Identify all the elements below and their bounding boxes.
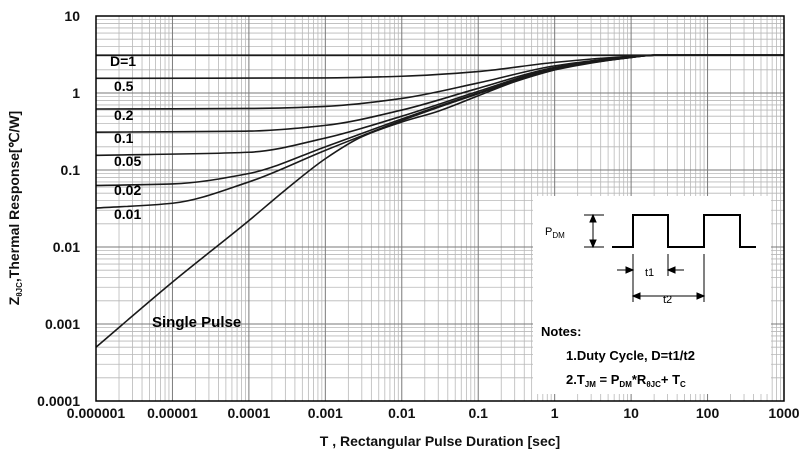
y-tick-label: 0.01 [53,239,80,255]
y-tick-label: 1 [72,85,80,101]
pdm-label: PDM [545,226,565,240]
minor-grid [96,16,784,401]
y-axis-label: ZθJC,Thermal Response[℃/W] [6,111,24,305]
x-tick-labels: 0.000001 0.00001 0.0001 0.001 0.01 0.1 1 10 100 1… [67,405,800,421]
x-tick-label: 0.01 [388,405,415,421]
x-tick-label: 0.00001 [147,405,198,421]
t1-indicator [617,254,706,302]
series-label-0.2: 0.2 [114,107,134,123]
pdm-indicator [584,213,604,249]
series-label-0.01: 0.01 [114,206,141,222]
y-tick-label: 0.001 [45,316,80,332]
t2-label: t2 [663,294,672,306]
series-group [95,54,784,348]
x-tick-label: 0.0001 [227,405,270,421]
y-tick-labels: 0.0001 0.001 0.01 0.1 1 10 [37,8,80,409]
series-label-d1: D=1 [110,53,136,69]
x-tick-label: 0.1 [468,405,488,421]
series-label-0.05: 0.05 [114,153,141,169]
series-label-0.5: 0.5 [114,78,134,94]
y-tick-label: 0.1 [61,162,81,178]
x-tick-label: 10 [623,405,639,421]
x-tick-label: 1 [551,405,559,421]
plot-border [95,15,785,402]
pulse-diagram [612,214,756,248]
x-tick-label: 0.000001 [67,405,126,421]
y-tick-label: 10 [64,8,80,24]
t1-label: t1 [645,267,654,279]
x-tick-label: 100 [696,405,720,421]
notes-title: Notes: [541,324,581,339]
note-1: 1.Duty Cycle, D=t1/t2 [566,348,695,363]
series-label-0.1: 0.1 [114,130,134,146]
series-label-single-pulse: Single Pulse [152,314,241,331]
series-label-0.02: 0.02 [114,182,141,198]
x-tick-label: 0.001 [308,405,343,421]
x-axis-label: T , Rectangular Pulse Duration [sec] [320,433,560,449]
series-line-single-pulse [95,54,784,348]
x-tick-label: 1000 [768,405,799,421]
note-2: 2.TJM = PDM*RθJC+ TC [566,372,686,389]
inset-box [533,196,771,394]
y-tick-label: 0.0001 [37,393,80,409]
